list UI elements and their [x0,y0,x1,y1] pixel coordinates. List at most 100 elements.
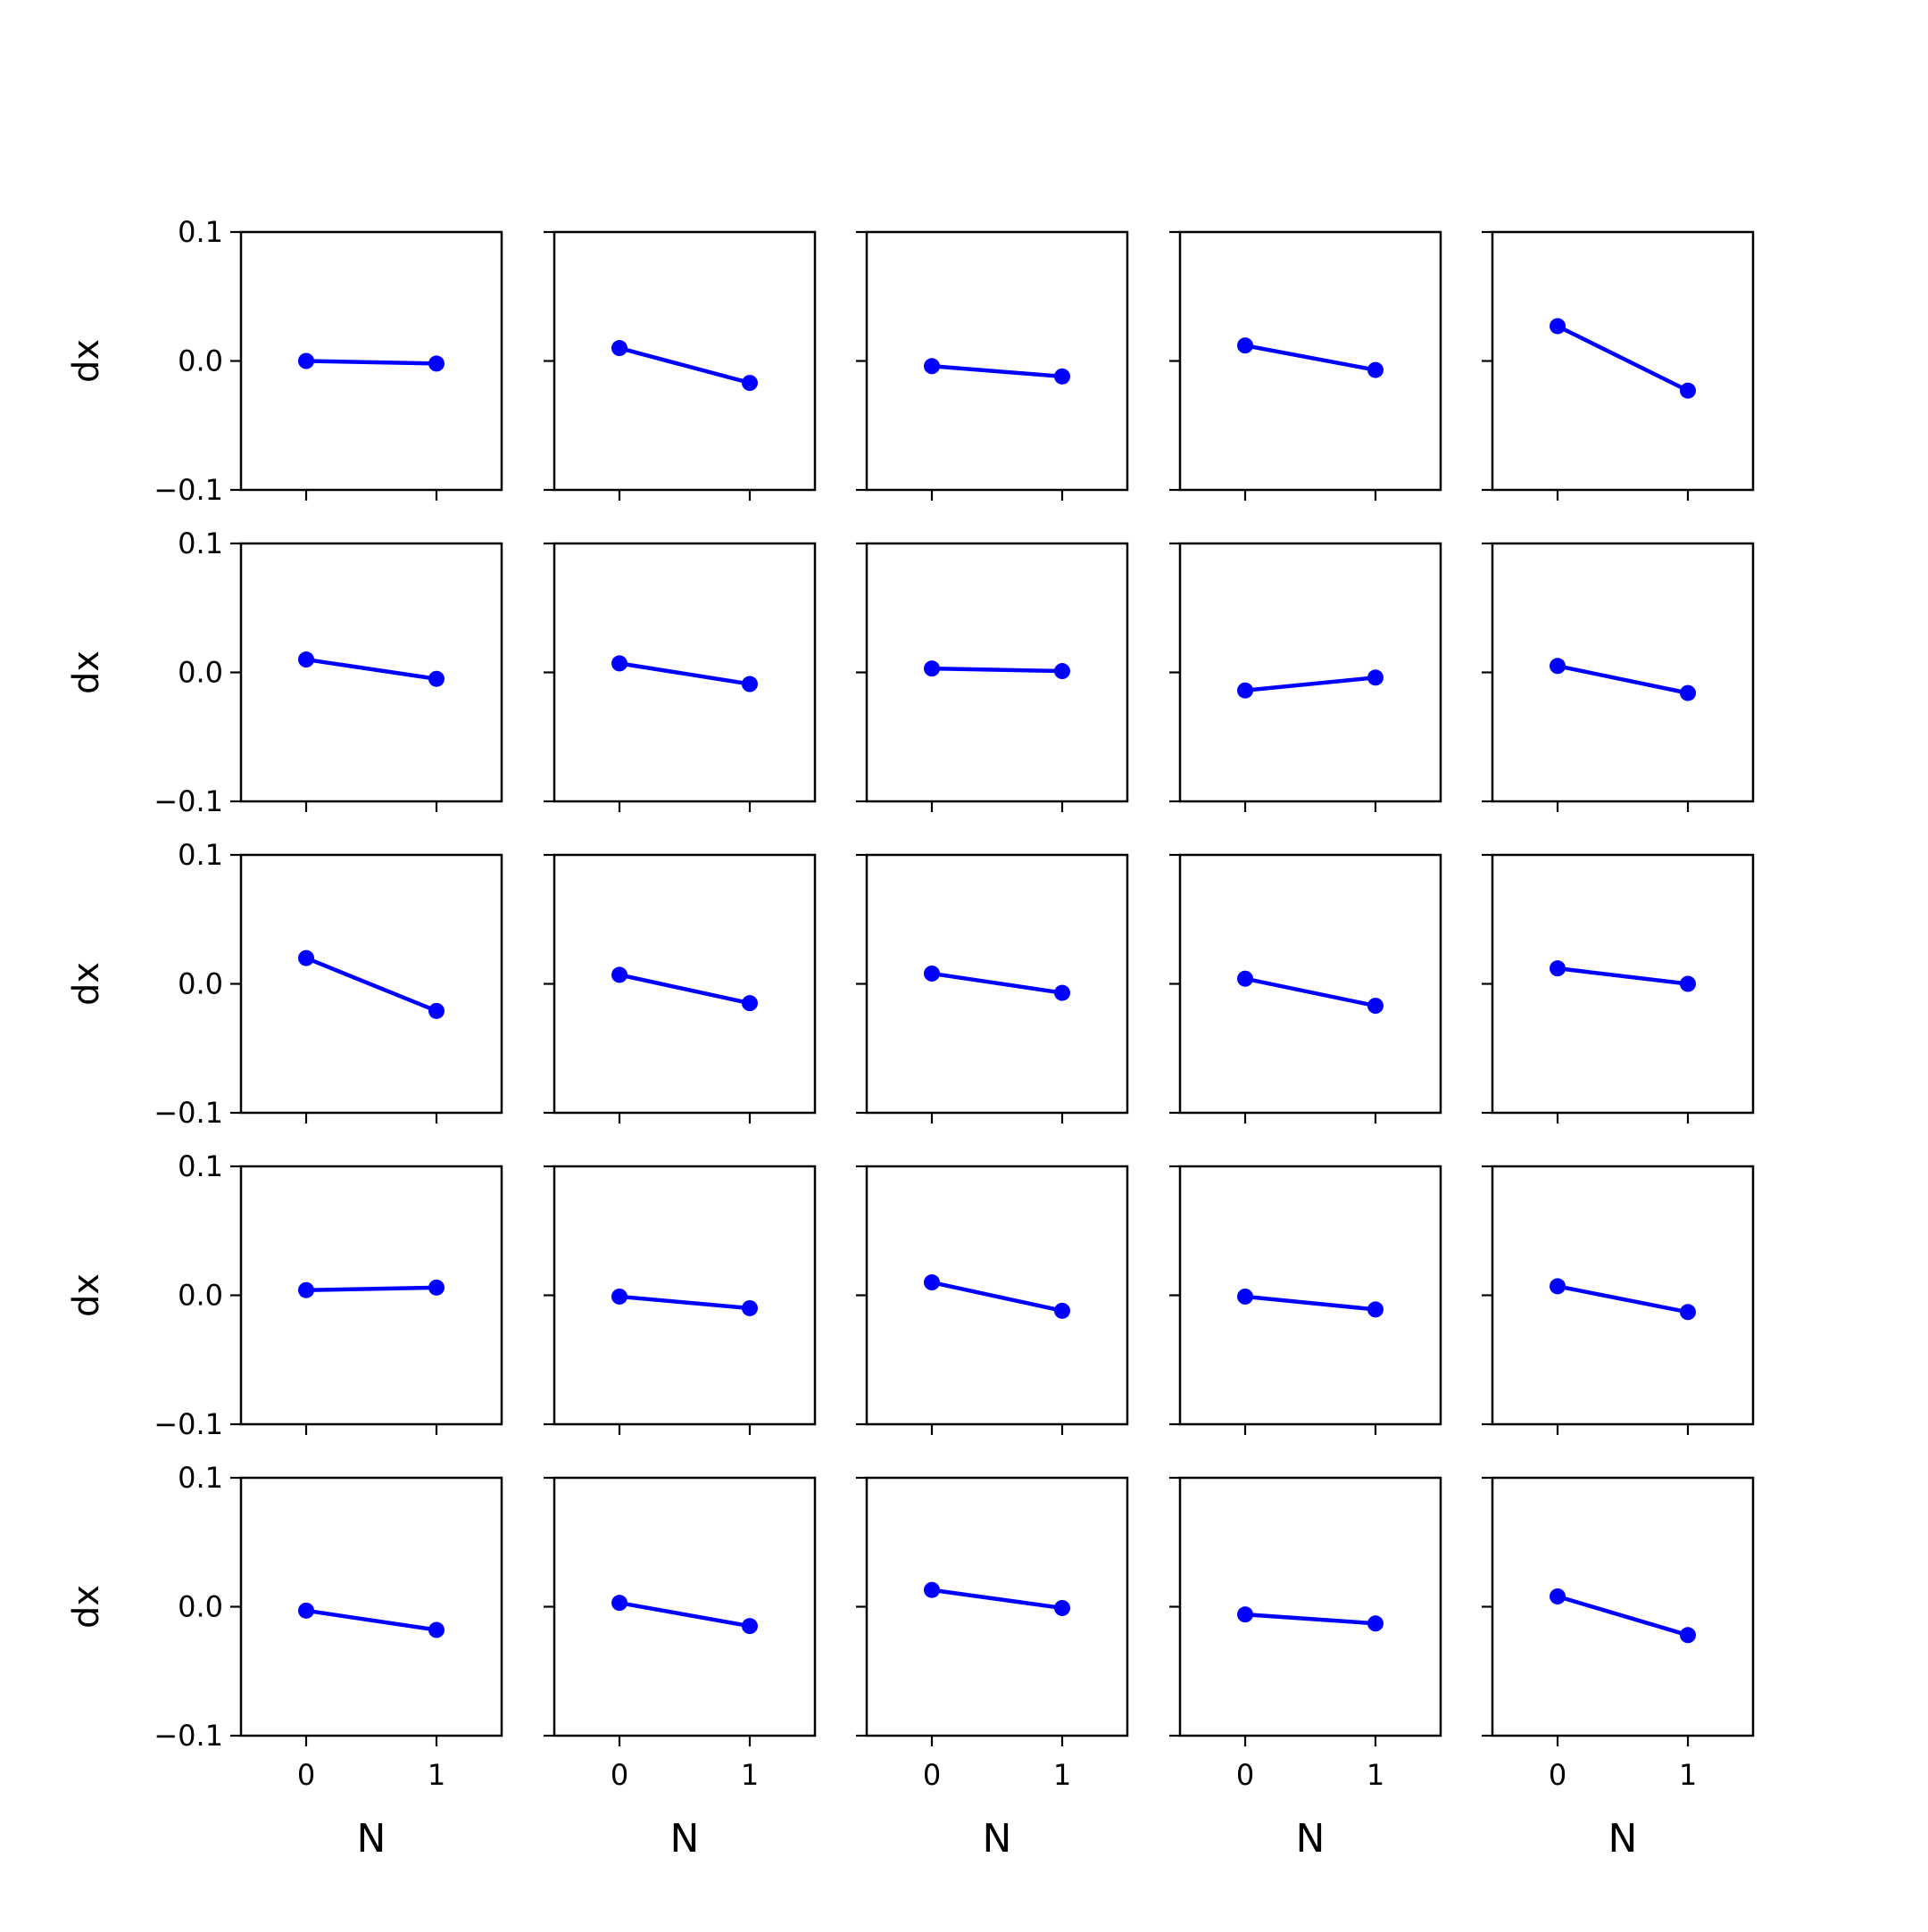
y-axis-label: dx [66,651,107,694]
x-tick-label: 0 [1549,1758,1566,1792]
y-tick-label: −0.1 [154,1719,223,1753]
axes-frame [239,1476,503,1737]
series-line [303,1608,439,1632]
data-point-n0 [924,660,940,677]
y-tick-label: 0.1 [178,215,223,249]
series-line [1242,1294,1378,1312]
axes-frame [865,542,1129,803]
data-point-n0 [611,340,627,357]
series-line [1555,966,1691,986]
data-point-n0 [1550,658,1566,675]
y-tick-label: 0.0 [178,656,223,690]
panel-r4-c5 [1482,1165,1755,1435]
y-tick-label: 0.0 [178,967,223,1001]
axes-frame [1178,1165,1442,1426]
series-line [929,364,1065,379]
x-tick-label: 0 [297,1758,315,1792]
data-point-n1 [1054,368,1070,385]
data-point-n0 [1550,1588,1566,1604]
x-tick-label: 1 [1367,1758,1384,1792]
axes-frame [239,1165,503,1426]
x-axis-label: N [357,1816,386,1862]
data-point-n1 [1680,684,1696,701]
series-line [617,345,752,386]
series-line [1242,1612,1378,1626]
data-point-n1 [428,1002,445,1019]
panel-r3-c3 [856,853,1129,1124]
data-point-n1 [1054,984,1070,1001]
y-tick-label: 0.0 [178,1279,223,1313]
x-tick-label: 1 [428,1758,445,1792]
series-line [303,956,439,1014]
data-point-n1 [742,1618,758,1635]
y-tick-label: 0.0 [178,344,223,378]
y-tick-label: −0.1 [154,784,223,818]
axes-frame [1178,230,1442,492]
data-point-n0 [611,1595,627,1612]
data-point-n1 [1054,1599,1070,1616]
series-line [929,666,1065,674]
y-axis-label: dx [66,1273,107,1317]
x-tick-label: 1 [1053,1758,1071,1792]
series-line [929,1588,1065,1611]
data-point-n0 [611,655,627,672]
x-tick-label: 0 [611,1758,628,1792]
y-tick-label: −0.1 [154,1096,223,1130]
series-line [1555,664,1691,695]
data-point-n0 [1237,682,1253,699]
x-tick-label: 1 [1679,1758,1697,1792]
y-axis-label: dx [66,1585,107,1629]
series-line [1242,976,1378,1008]
data-point-n1 [742,995,758,1012]
data-point-n1 [1367,669,1384,686]
y-tick-label: 0.1 [178,1461,223,1495]
axes-frame [1491,1165,1755,1426]
panel-r2-c4 [1169,542,1442,812]
axes-frame [553,1165,817,1426]
panel-r2-c3 [856,542,1129,812]
data-point-n1 [1680,975,1696,992]
series-line [303,1285,439,1292]
data-point-n1 [428,1621,445,1638]
data-point-n0 [298,651,314,668]
data-point-n1 [1680,382,1696,399]
data-point-n1 [742,375,758,392]
axes-frame [865,1476,1129,1737]
series-line [1555,324,1691,393]
data-point-n1 [1680,1304,1696,1321]
data-point-n0 [611,1288,627,1305]
series-line [1555,1594,1691,1638]
data-point-n0 [1237,1606,1253,1623]
data-point-n0 [298,949,314,966]
axes-frame [1178,853,1442,1115]
axes-frame [553,853,817,1115]
panel-r1-c5 [1482,230,1755,501]
data-point-n1 [1367,998,1384,1015]
panel-r3-c2 [544,853,817,1124]
data-point-n1 [1680,1627,1696,1644]
series-line [1242,343,1378,372]
panel-r1-c1: 0.1 0.0 −0.1 dx [66,215,503,507]
data-point-n1 [742,1299,758,1316]
data-point-n0 [924,1581,940,1598]
series-line [617,661,752,686]
panel-r5-c2: 0 1 N [544,1476,817,1862]
data-point-n1 [1367,1615,1384,1632]
panel-r4-c3 [856,1165,1129,1435]
panel-r3-c4 [1169,853,1442,1124]
data-point-n0 [298,1602,314,1619]
x-axis-label: N [983,1816,1012,1862]
x-tick-label: 0 [923,1758,941,1792]
panel-r5-c3: 0 1 N [856,1476,1129,1862]
y-tick-label: 0.1 [178,838,223,872]
y-tick-label: 0.0 [178,1590,223,1624]
data-point-n1 [1054,1302,1070,1319]
data-point-n0 [1550,1278,1566,1295]
y-axis-label: dx [66,962,107,1006]
series-line [929,971,1065,995]
axes-frame [1491,853,1755,1115]
axes-frame [865,230,1129,492]
data-point-n0 [1550,318,1566,335]
panel-r1-c3 [856,230,1129,501]
